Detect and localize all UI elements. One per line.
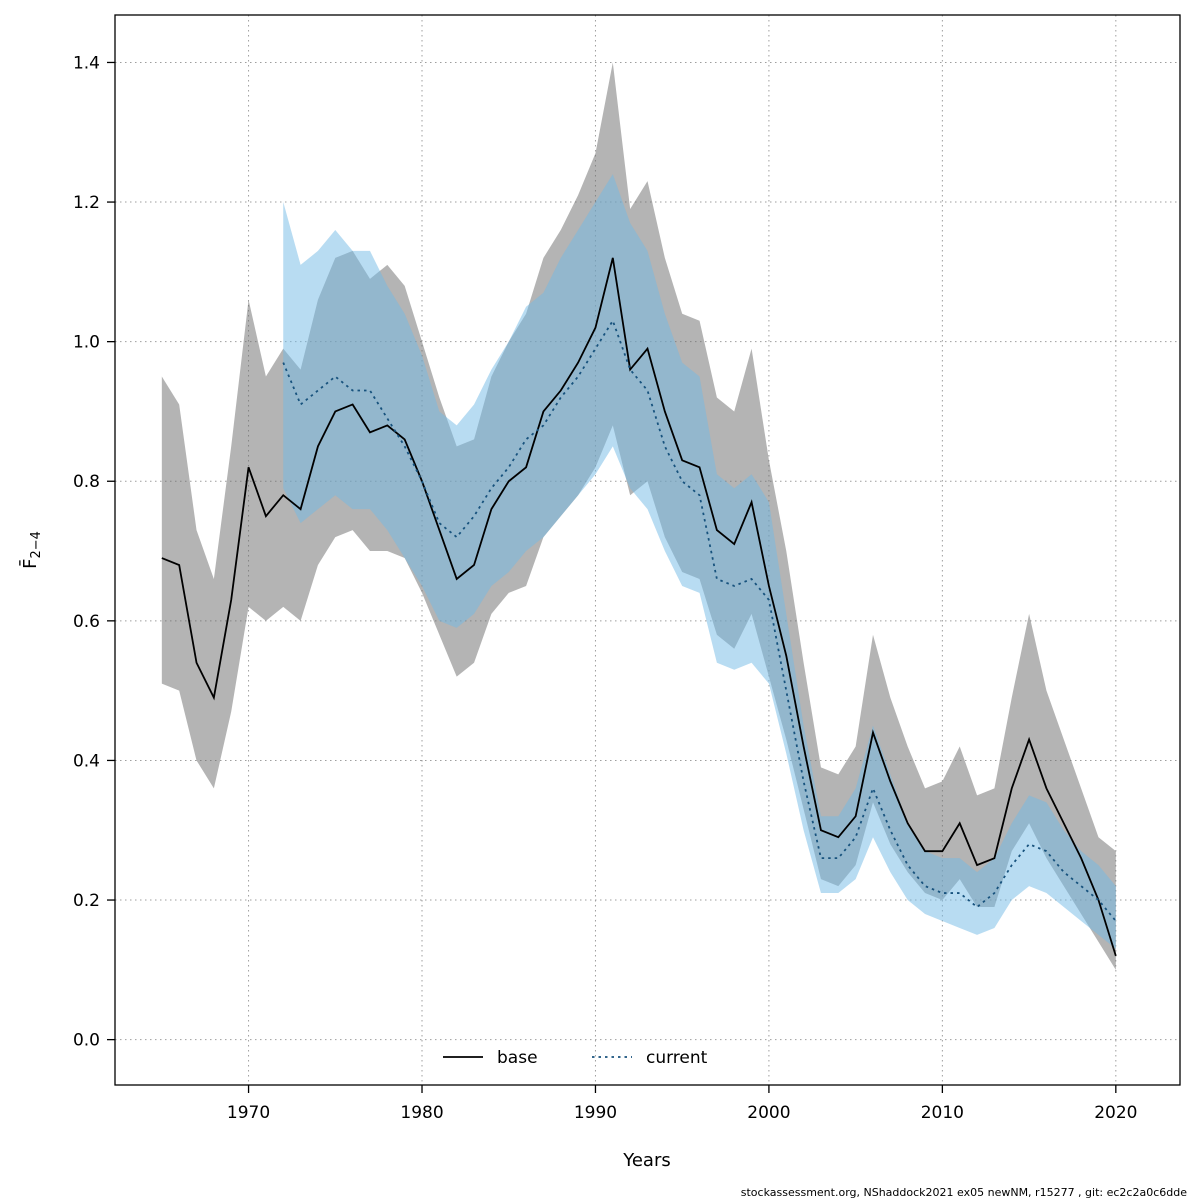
y-tick-label-1.4: 1.4 <box>73 53 100 73</box>
legend-label-current: current <box>646 1048 708 1068</box>
y-tick-label-1.2: 1.2 <box>73 193 100 213</box>
y-tick-label-0.6: 0.6 <box>73 612 100 632</box>
current-line <box>282 318 1117 922</box>
legend-entry-base: base <box>443 1048 538 1068</box>
x-tick-label-2010: 2010 <box>921 1103 964 1123</box>
y-axis-label-subscript: 2−4 <box>29 531 44 558</box>
base-line <box>161 257 1117 957</box>
x-tick-label-1980: 1980 <box>400 1103 443 1123</box>
legend-label-base: base <box>497 1048 538 1068</box>
y-tick-label-1.0: 1.0 <box>73 333 100 353</box>
x-tick-label-2020: 2020 <box>1094 1103 1137 1123</box>
axis-ticks: 1970 1980 1990 2000 2010 2020 0.0 0.2 0.4 0.6 0.8 1… <box>73 53 1138 1123</box>
legend-entry-current: current <box>592 1048 708 1068</box>
x-tick-label-1970: 1970 <box>227 1103 270 1123</box>
confidence-bands <box>161 62 1116 970</box>
x-axis-label: Years <box>622 1150 671 1171</box>
plot-frame <box>114 14 1181 1086</box>
y-axis-label-main: F̄ <box>19 559 41 569</box>
x-tick-label-1990: 1990 <box>574 1103 617 1123</box>
series-lines <box>161 257 1117 957</box>
current-confidence-band <box>283 174 1116 949</box>
y-tick-label-0.4: 0.4 <box>73 751 100 771</box>
legend: base current <box>443 1048 708 1068</box>
y-tick-label-0.8: 0.8 <box>73 472 100 492</box>
y-tick-label-0.0: 0.0 <box>73 1031 100 1051</box>
x-tick-label-2000: 2000 <box>747 1103 790 1123</box>
y-axis-label: F̄2−4 <box>19 531 44 569</box>
y-tick-label-0.2: 0.2 <box>73 891 100 911</box>
figure-credit: stockassessment.org, NShaddock2021 ex05 … <box>741 1186 1187 1199</box>
